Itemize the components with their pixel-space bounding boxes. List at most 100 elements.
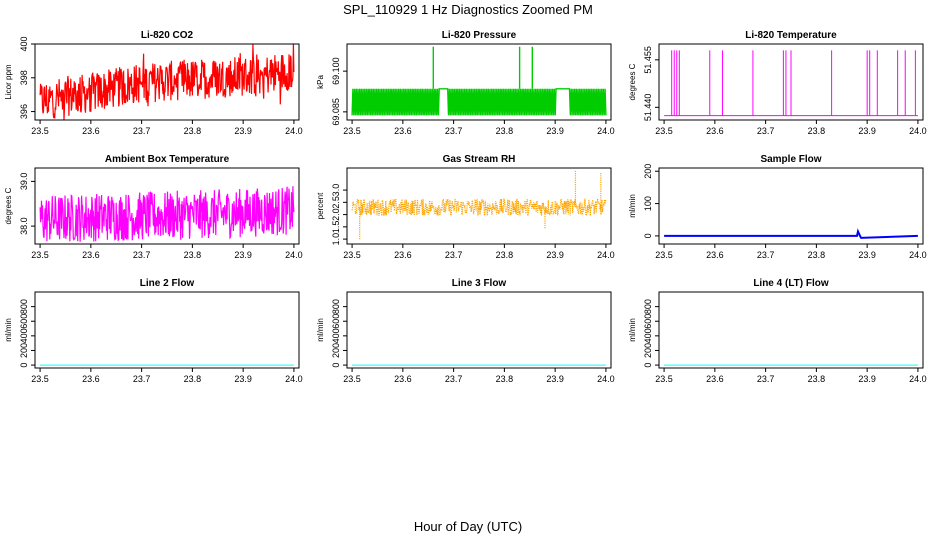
x-tick-label: 23.5: [655, 250, 673, 260]
y-tick-label: 0: [643, 363, 653, 368]
x-tick-label: 23.7: [757, 374, 775, 384]
plot-frame: [346, 291, 612, 369]
x-tick-label: 23.5: [31, 126, 49, 136]
x-tick-label: 23.6: [82, 126, 100, 136]
y-tick-label: 0: [19, 363, 29, 368]
x-tick-label: 23.8: [496, 250, 514, 260]
y-tick-label: 398: [19, 70, 29, 85]
panel-7: Line 2 Flow ml/min 23.5 23.6 23.7 23.8 23.9 24.…: [4, 278, 303, 384]
y-tick-label: 800: [643, 299, 653, 314]
data-series: [351, 46, 607, 116]
y-axis-label: percent: [316, 192, 325, 219]
x-tick-label: 23.9: [546, 374, 564, 384]
plot-frame: [34, 43, 300, 121]
y-tick-label: 1.5: [331, 221, 341, 234]
figure-title: SPL_110929 1 Hz Diagnostics Zoomed PM: [343, 2, 593, 17]
panels-group: Li-820 CO2 Licor ppm 23.5 23.6 23.7 23.8 23.9 2…: [4, 30, 927, 384]
panel-3: Li-820 Temperature degrees C 23.5 23.6 23.7 2…: [628, 30, 927, 136]
x-tick-label: 23.9: [546, 250, 564, 260]
plot-frame: [658, 291, 924, 369]
panel-6: Sample Flow ml/min 23.5 23.6 23.7 23.8 23.9 24.…: [628, 154, 927, 260]
panel-title: Line 2 Flow: [140, 278, 195, 289]
figure-x-axis-label: Hour of Day (UTC): [414, 519, 522, 534]
x-tick-label: 23.8: [808, 250, 826, 260]
x-tick-label: 23.9: [546, 126, 564, 136]
x-tick-label: 23.6: [82, 250, 100, 260]
y-tick-label: 200: [331, 343, 341, 358]
y-tick-label: 2.0: [331, 208, 341, 221]
data-series: [664, 50, 918, 117]
panel-9: Line 4 (LT) Flow ml/min 23.5 23.6 23.7 23.8 23…: [628, 278, 927, 384]
x-tick-label: 23.5: [343, 250, 361, 260]
series-line: [39, 186, 295, 242]
y-tick-label: 396: [19, 104, 29, 119]
y-tick-label: 800: [331, 299, 341, 314]
x-tick-label: 23.5: [31, 250, 49, 260]
panel-1: Li-820 CO2 Licor ppm 23.5 23.6 23.7 23.8 23.9 2…: [4, 30, 303, 136]
panel-8: Line 3 Flow ml/min 23.5 23.6 23.7 23.8 23.9 24.…: [316, 278, 615, 384]
y-tick-label: 69.085: [331, 98, 341, 126]
y-axis-label: kPa: [316, 75, 325, 89]
panel-title: Li-820 Temperature: [745, 30, 837, 41]
y-axis-label: degrees C: [4, 187, 13, 224]
y-tick-label: 69.100: [331, 57, 341, 85]
y-tick-label: 600: [643, 314, 653, 329]
x-tick-label: 24.0: [285, 374, 303, 384]
x-tick-label: 23.6: [394, 250, 412, 260]
panel-title: Li-820 CO2: [141, 30, 194, 41]
data-series: [39, 44, 295, 120]
x-tick-label: 24.0: [909, 126, 927, 136]
x-tick-label: 23.7: [445, 250, 463, 260]
panel-title: Sample Flow: [760, 154, 821, 165]
y-axis-label: ml/min: [4, 318, 13, 342]
series-line: [351, 88, 607, 116]
y-tick-label: 100: [643, 196, 653, 211]
x-tick-label: 23.7: [133, 374, 151, 384]
x-tick-label: 24.0: [597, 374, 615, 384]
x-tick-label: 24.0: [285, 126, 303, 136]
data-series: [39, 186, 295, 242]
x-tick-label: 23.7: [133, 250, 151, 260]
y-axis-label: degrees C: [628, 63, 637, 100]
y-tick-label: 0: [331, 363, 341, 368]
x-tick-label: 24.0: [285, 250, 303, 260]
panel-title: Li-820 Pressure: [442, 30, 517, 41]
panel-title: Gas Stream RH: [443, 154, 516, 165]
plot-frame: [34, 167, 300, 245]
x-tick-label: 23.8: [808, 126, 826, 136]
y-axis-label: ml/min: [628, 194, 637, 218]
x-tick-label: 23.7: [757, 126, 775, 136]
y-tick-label: 51.455: [643, 46, 653, 74]
x-tick-label: 23.9: [858, 250, 876, 260]
panel-title: Ambient Box Temperature: [105, 154, 230, 165]
plot-frame: [658, 167, 924, 245]
panel-5: Gas Stream RH percent 23.5 23.6 23.7 23.8 23.9…: [316, 154, 615, 260]
y-tick-label: 0: [643, 233, 653, 238]
y-axis-label: ml/min: [316, 318, 325, 342]
x-tick-label: 23.9: [234, 126, 252, 136]
series-line: [664, 228, 918, 239]
x-tick-label: 23.6: [706, 250, 724, 260]
y-tick-label: 39.0: [19, 173, 29, 191]
y-tick-label: 400: [643, 328, 653, 343]
y-tick-label: 600: [331, 314, 341, 329]
x-tick-label: 23.6: [706, 126, 724, 136]
panel-title: Line 3 Flow: [452, 278, 507, 289]
x-tick-label: 23.8: [496, 126, 514, 136]
y-tick-label: 200: [643, 164, 653, 179]
y-tick-label: 200: [19, 343, 29, 358]
y-tick-label: 400: [19, 328, 29, 343]
x-tick-label: 23.6: [82, 374, 100, 384]
x-tick-label: 23.7: [133, 126, 151, 136]
x-tick-label: 23.7: [445, 126, 463, 136]
x-tick-label: 23.8: [496, 374, 514, 384]
x-tick-label: 23.9: [858, 374, 876, 384]
x-tick-label: 23.5: [343, 126, 361, 136]
y-axis-label: ml/min: [628, 318, 637, 342]
x-tick-label: 23.8: [184, 374, 202, 384]
y-tick-label: 3.0: [331, 184, 341, 197]
x-tick-label: 23.8: [184, 250, 202, 260]
y-tick-label: 800: [19, 299, 29, 314]
